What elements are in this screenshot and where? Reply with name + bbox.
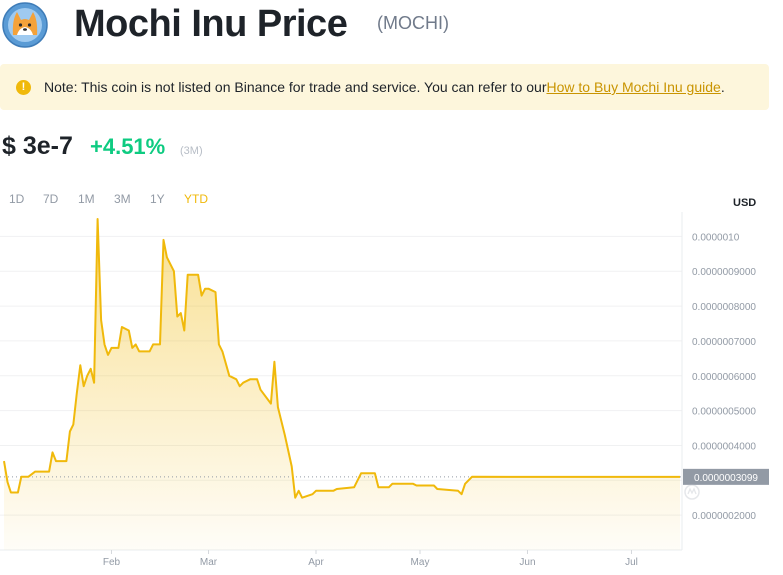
change-period: (3M) xyxy=(180,145,203,157)
currency-label: USD xyxy=(733,197,757,209)
exclamation-icon: ! xyxy=(16,79,31,95)
price-area-fill xyxy=(4,219,680,550)
current-price-tag: 0.0000003099 xyxy=(683,468,769,485)
x-tick-label: Mar xyxy=(200,557,218,568)
x-tick-label: Jun xyxy=(519,557,535,568)
y-tick-label: 0.0000009000 xyxy=(692,267,756,278)
range-tab-1m[interactable]: 1M xyxy=(78,192,95,206)
y-tick-label: 0.0000002000 xyxy=(692,511,756,522)
range-tab-1d[interactable]: 1D xyxy=(9,192,25,206)
x-tick-label: Jul xyxy=(625,557,638,568)
range-tab-7d[interactable]: 7D xyxy=(43,192,59,206)
page-title: Mochi Inu Price xyxy=(74,3,348,45)
y-tick-label: 0.0000010 xyxy=(692,232,740,243)
notice-text: Note: This coin is not listed on Binance… xyxy=(44,79,547,95)
price-change: +4.51% xyxy=(90,134,166,159)
current-price: $ 3e-7 xyxy=(2,132,73,160)
y-tick-label: 0.0000007000 xyxy=(692,337,756,348)
coin-ticker: (MOCHI) xyxy=(377,13,449,33)
mochi-inu-logo xyxy=(2,2,48,48)
x-tick-label: Feb xyxy=(103,557,121,568)
coinmarketcap-watermark-icon xyxy=(684,484,700,500)
price-chart[interactable]: 0.0000010 0.0000009000 0.0000008000 0.00000… xyxy=(0,212,783,575)
y-tick-label: 0.0000008000 xyxy=(692,302,756,313)
how-to-buy-guide-link[interactable]: How to Buy Mochi Inu guide xyxy=(546,79,721,95)
y-tick-label: 0.0000006000 xyxy=(692,372,756,383)
y-axis-ticks: 0.0000010 0.0000009000 0.0000008000 0.00000… xyxy=(692,232,756,522)
x-tick-label: May xyxy=(411,557,430,568)
price-line xyxy=(3,218,680,499)
range-tab-1y[interactable]: 1Y xyxy=(150,192,165,206)
y-tick-label: 0.0000004000 xyxy=(692,441,756,452)
range-tab-3m[interactable]: 3M xyxy=(114,192,131,206)
y-tick-label: 0.0000005000 xyxy=(692,407,756,418)
x-tick-label: Apr xyxy=(308,557,324,568)
range-tab-ytd[interactable]: YTD xyxy=(184,192,208,206)
x-axis-ticks: Feb Mar Apr May Jun Jul xyxy=(103,550,638,568)
current-price-tag-label: 0.0000003099 xyxy=(694,473,758,484)
notice-banner: ! Note: This coin is not listed on Binan… xyxy=(0,64,769,110)
notice-suffix: . xyxy=(720,79,725,95)
